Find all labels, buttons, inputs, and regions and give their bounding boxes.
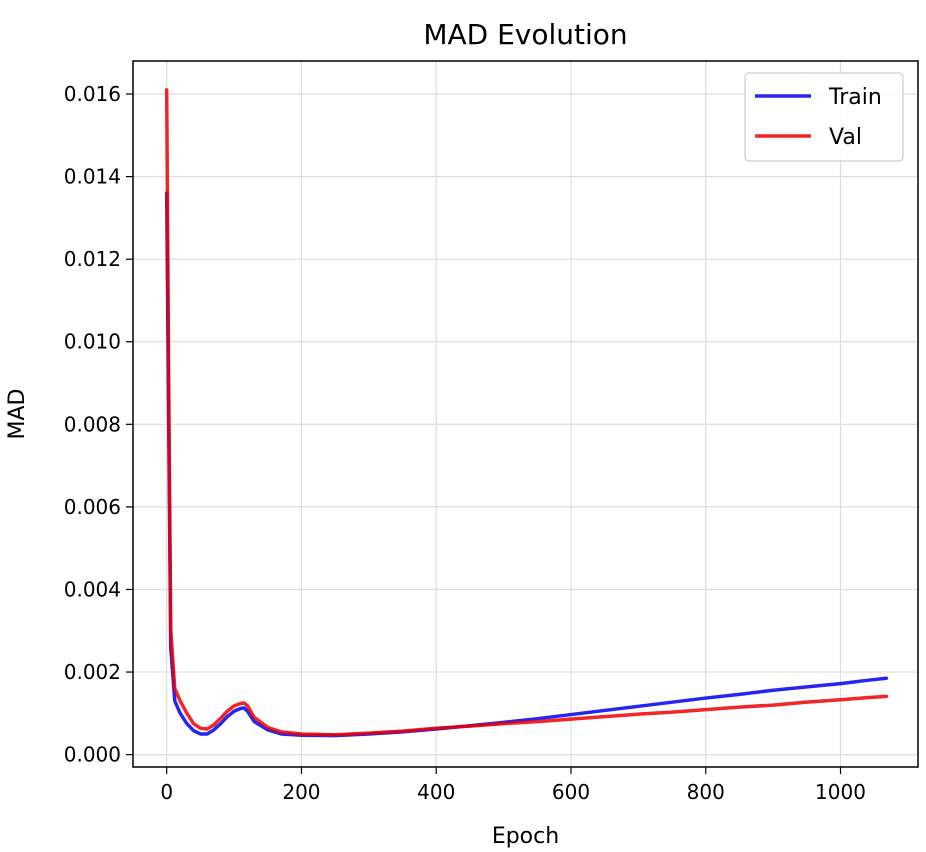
- axis-ticks: 0 200 400 600 800 1000 0.000 0.002 0.004 0.006 0.0…: [64, 82, 866, 804]
- y-tick-label: 0.000: [64, 743, 121, 767]
- y-tick-label: 0.008: [64, 412, 121, 436]
- y-axis-title: MAD: [5, 389, 30, 440]
- x-tick-label: 0: [160, 780, 173, 804]
- y-tick-label: 0.002: [64, 660, 121, 684]
- series-layer: [164, 88, 889, 738]
- y-tick-label: 0.014: [64, 165, 121, 189]
- chart-title: MAD Evolution: [423, 18, 627, 51]
- y-tick-label: 0.006: [64, 495, 121, 519]
- legend-label-train: Train: [828, 85, 882, 110]
- y-tick-label: 0.010: [64, 330, 121, 354]
- y-tick-label: 0.004: [64, 577, 121, 601]
- x-tick-label: 200: [282, 780, 320, 804]
- y-tick-label: 0.016: [64, 82, 121, 106]
- x-axis-title: Epoch: [492, 824, 559, 849]
- x-tick-label: 400: [417, 780, 455, 804]
- y-tick-label: 0.012: [64, 247, 121, 271]
- plot-frame: [132, 60, 919, 768]
- x-tick-label: 600: [552, 780, 590, 804]
- legend-label-val: Val: [829, 125, 862, 150]
- grid: [133, 61, 918, 767]
- x-tick-label: 800: [687, 780, 725, 804]
- x-tick-label: 1000: [815, 780, 866, 804]
- legend: Train Val: [744, 72, 904, 162]
- series-line-val: [164, 88, 889, 737]
